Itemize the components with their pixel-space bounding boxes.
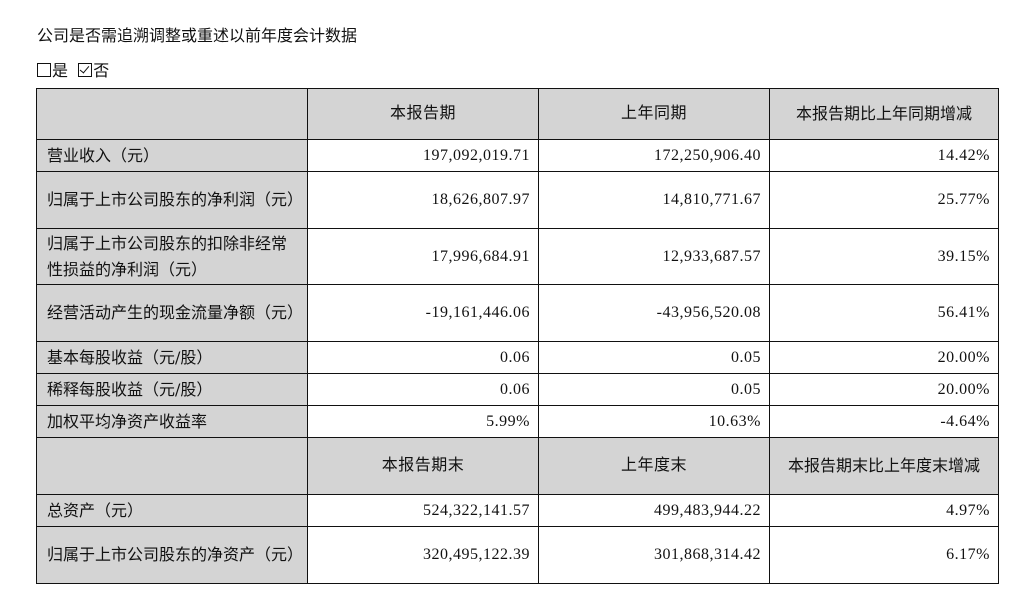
prior-value: 14,810,771.67 [538,171,770,229]
current-value: 197,092,019.71 [307,139,539,172]
prior-value: 0.05 [538,341,770,374]
change-value: 6.17% [769,526,999,584]
row-label: 营业收入（元） [36,139,308,172]
current-value: 524,322,141.57 [307,494,539,527]
prior-value: 12,933,687.57 [538,228,770,285]
table-row: 加权平均净资产收益率 5.99% 10.63% -4.64% [36,405,999,438]
change-value: 4.97% [769,494,999,527]
restatement-options: 是 否 [37,57,109,81]
change-value: 14.42% [769,139,999,172]
change-value: 25.77% [769,171,999,229]
header-cell: 本报告期 [307,88,539,140]
row-label: 经营活动产生的现金流量净额（元） [36,284,308,342]
row-label: 总资产（元） [36,494,308,527]
current-value: 17,996,684.91 [307,228,539,285]
row-label: 归属于上市公司股东的扣除非经常性损益的净利润（元） [36,228,308,285]
current-value: 18,626,807.97 [307,171,539,229]
prior-value: 10.63% [538,405,770,438]
checkbox-yes[interactable] [37,63,51,77]
table-row: 营业收入（元） 197,092,019.71 172,250,906.40 14.42… [36,139,999,172]
table-row: 归属于上市公司股东的净利润（元） 18,626,807.97 14,810,771.… [36,171,999,229]
header-row: 本报告期末 上年度末 本报告期末比上年度末增减 [36,437,999,495]
change-value: 20.00% [769,373,999,406]
prior-value: 499,483,944.22 [538,494,770,527]
row-label: 加权平均净资产收益率 [36,405,308,438]
checkbox-no-checked[interactable] [78,63,93,77]
header-cell [36,437,308,495]
header-cell: 本报告期末比上年度末增减 [769,437,999,495]
option-no-label: 否 [93,61,110,80]
row-label: 稀释每股收益（元/股） [36,373,308,406]
current-value: 0.06 [307,373,539,406]
prior-value: -43,956,520.08 [538,284,770,342]
header-cell: 上年度末 [538,437,770,495]
change-value: 20.00% [769,341,999,374]
header-cell: 本报告期比上年同期增减 [769,88,999,140]
section-title: 公司是否需追溯调整或重述以前年度会计数据 [37,26,358,45]
header-row: 本报告期 上年同期 本报告期比上年同期增减 [36,88,999,140]
header-cell: 本报告期末 [307,437,539,495]
accounting-data-table: 本报告期 上年同期 本报告期比上年同期增减 营业收入（元） 197,092,019.71… [36,88,999,584]
current-value: -19,161,446.06 [307,284,539,342]
header-cell: 上年同期 [538,88,770,140]
table-row: 总资产（元） 524,322,141.57 499,483,944.22 4.97% [36,494,999,527]
prior-value: 301,868,314.42 [538,526,770,584]
prior-value: 172,250,906.40 [538,139,770,172]
current-value: 0.06 [307,341,539,374]
current-value: 320,495,122.39 [307,526,539,584]
table-row: 稀释每股收益（元/股） 0.06 0.05 20.00% [36,373,999,406]
table-row: 归属于上市公司股东的扣除非经常性损益的净利润（元） 17,996,684.91 12… [36,228,999,285]
row-label: 基本每股收益（元/股） [36,341,308,374]
prior-value: 0.05 [538,373,770,406]
change-value: 39.15% [769,228,999,285]
table-row: 归属于上市公司股东的净资产（元） 320,495,122.39 301,868,31… [36,526,999,584]
current-value: 5.99% [307,405,539,438]
change-value: -4.64% [769,405,999,438]
row-label: 归属于上市公司股东的净利润（元） [36,171,308,229]
table-row: 基本每股收益（元/股） 0.06 0.05 20.00% [36,341,999,374]
change-value: 56.41% [769,284,999,342]
option-yes-label: 是 [52,61,69,80]
header-cell [36,88,308,140]
table-row: 经营活动产生的现金流量净额（元） -19,161,446.06 -43,956,52… [36,284,999,342]
row-label: 归属于上市公司股东的净资产（元） [36,526,308,584]
